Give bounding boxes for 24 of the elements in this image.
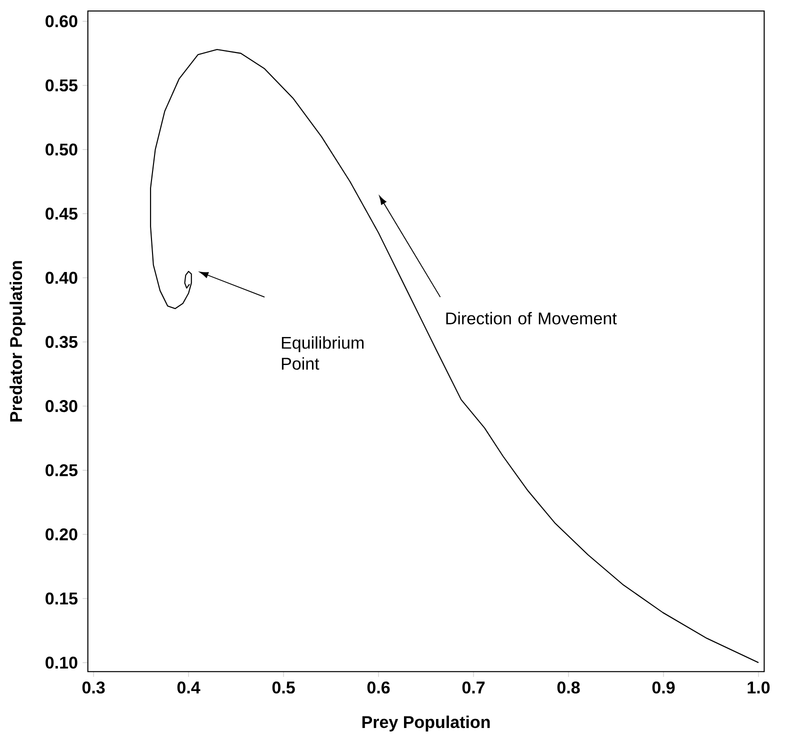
y-tick-label: 0.50 (46, 144, 78, 156)
x-tick-label: 0.9 (652, 682, 675, 694)
line-series (150, 49, 760, 664)
x-tick-label: 0.3 (82, 682, 105, 694)
y-tick-label: 0.55 (46, 80, 78, 92)
x-axis-title: Prey Population (362, 716, 490, 732)
y-tick-label: 0.35 (46, 336, 78, 348)
y-tick-label: 0.25 (46, 464, 78, 476)
x-tick-label: 0.7 (462, 682, 485, 694)
annotation: Equilibrium Point (282, 336, 364, 370)
y-tick-label: 0.15 (46, 592, 78, 605)
y-tick-label: 0.45 (46, 208, 78, 220)
x-tick-label: 0.5 (272, 682, 295, 694)
x-tick-label: 1.0 (748, 682, 770, 694)
x-tick-label: 0.4 (177, 682, 200, 694)
y-tick-label: 0.40 (46, 272, 78, 284)
y-axis-title: Predator Population (10, 261, 26, 422)
y-tick-label: 0.20 (46, 528, 78, 541)
y-tick-label: 0.10 (46, 656, 78, 669)
y-tick-label: 0.30 (46, 400, 78, 412)
y-tick-label: 0.60 (46, 15, 78, 28)
annotation: Direction of Movement (446, 312, 617, 325)
x-tick-label: 0.6 (367, 682, 390, 694)
x-tick-label: 0.8 (557, 682, 580, 694)
